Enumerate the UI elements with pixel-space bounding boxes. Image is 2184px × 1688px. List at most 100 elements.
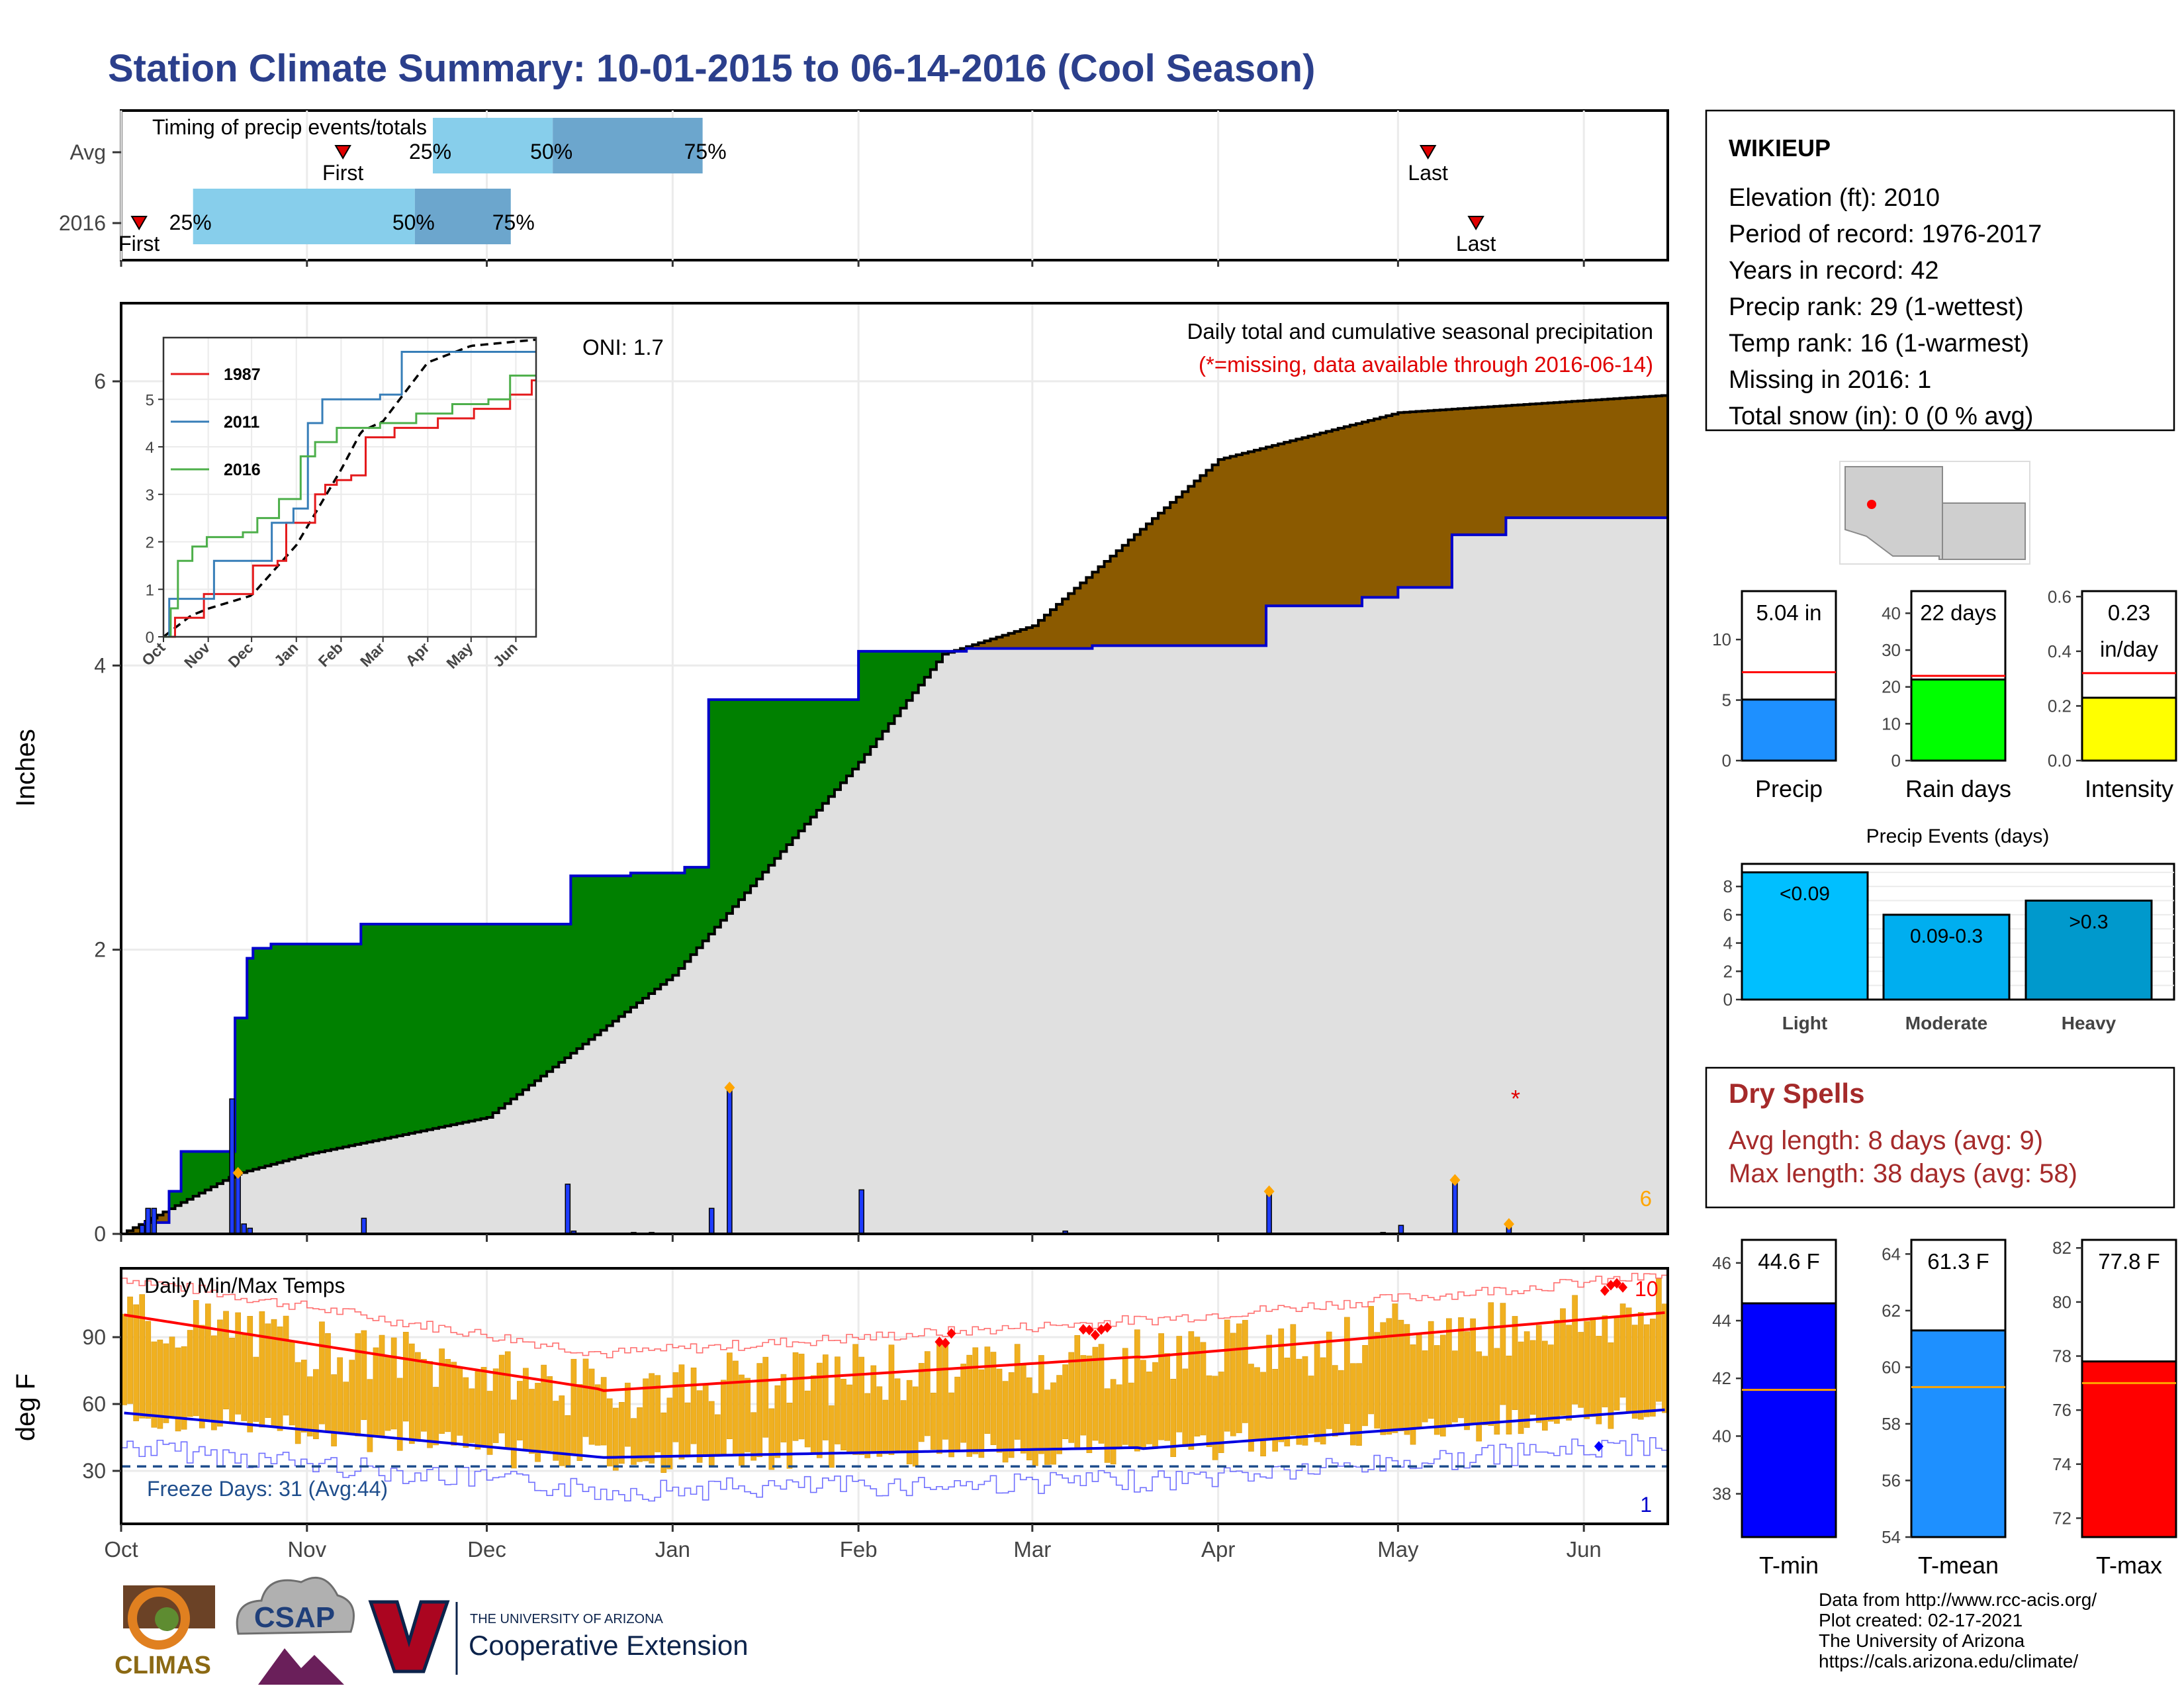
daily-temp-bar — [1476, 1351, 1482, 1442]
temp-stat-2-bar — [2081, 1360, 2177, 1538]
precip-stat-0-y-tick-label: 10 — [1712, 630, 1731, 649]
precip-stat-2-value-label: 0.23 — [2108, 600, 2150, 625]
temp-x-tick-label: Jun — [1567, 1537, 1602, 1562]
daily-temp-bar — [570, 1358, 577, 1454]
station-info-box — [1705, 109, 2175, 432]
daily-temp-bar — [1080, 1355, 1087, 1436]
daily-temp-bar — [553, 1401, 559, 1461]
daily-temp-bar — [337, 1357, 343, 1433]
daily-temp-bar — [271, 1319, 277, 1427]
daily-temp-bar — [708, 1401, 715, 1466]
daily-temp-bar — [181, 1346, 187, 1430]
page-title: Station Climate Summary: 10-01-2015 to 0… — [108, 47, 1316, 90]
daily-temp-bar — [780, 1374, 787, 1442]
daily-temp-bar — [421, 1358, 427, 1432]
daily-temp-bar — [1356, 1363, 1362, 1446]
daily-temp-bar — [972, 1347, 979, 1454]
temp-x-tick-label: Feb — [840, 1537, 878, 1562]
temp-panel-label: Daily Min/Max Temps — [144, 1274, 345, 1297]
daily-temp-bar — [894, 1378, 901, 1451]
temp-stat-2-y-tick-label: 78 — [2052, 1346, 2071, 1366]
daily-temp-bar — [739, 1374, 745, 1466]
temp-stat-1-y-tick-label: 56 — [1882, 1470, 1901, 1490]
precip-events-y-tick-label: 2 — [1723, 961, 1733, 981]
daily-temp-bar — [1433, 1345, 1440, 1435]
daily-temp-bar — [918, 1363, 925, 1442]
ua-logo-small-text: THE UNIVERSITY OF ARIZONA — [470, 1612, 664, 1626]
temp-stat-1-y-tick-label: 62 — [1882, 1301, 1901, 1321]
daily-temp-bar — [762, 1356, 769, 1438]
station-info-line: Missing in 2016: 1 — [1729, 366, 1931, 394]
inset-avg-line — [162, 338, 537, 638]
daily-temp-bar — [1590, 1317, 1596, 1417]
daily-temp-bar — [625, 1382, 631, 1447]
daily-temp-bar — [1482, 1356, 1488, 1425]
timing-first-marker — [334, 145, 351, 160]
daily-temp-bar — [1176, 1336, 1183, 1432]
daily-max-marker — [724, 1082, 735, 1094]
daily-temp-bar — [858, 1356, 865, 1455]
daily-temp-bar — [205, 1303, 211, 1420]
daily-temp-bar — [984, 1346, 991, 1434]
daily-temp-bar — [1074, 1335, 1081, 1449]
daily-temp-bar — [1134, 1329, 1140, 1452]
daily-temp-bar — [1320, 1357, 1326, 1444]
daily-temp-bar — [480, 1367, 487, 1446]
daily-temp-bar — [1398, 1319, 1404, 1431]
daily-temp-bar — [1656, 1278, 1662, 1402]
precip-events-bar-label: 0.09-0.3 — [1910, 925, 1983, 947]
daily-temp-bar — [936, 1342, 942, 1454]
daily-temp-bar — [1158, 1333, 1164, 1440]
daily-temp-bar — [1602, 1315, 1608, 1407]
daily-temp-bar — [139, 1294, 146, 1419]
dry-spells-max: Max length: 38 days (avg: 58) — [1729, 1159, 2077, 1188]
daily-temp-bar — [768, 1408, 775, 1470]
daily-temp-bar — [1439, 1335, 1446, 1436]
timing-box-q50-q75 — [553, 118, 703, 173]
inset-y-tick-label: 2 — [146, 534, 154, 552]
daily-max-marker — [1503, 1218, 1514, 1231]
daily-temp-bar — [1488, 1302, 1494, 1426]
temp-y-axis-label: deg F — [11, 1374, 40, 1441]
daily-temp-bar — [1236, 1323, 1242, 1433]
temp-x-tick-label: Nov — [287, 1537, 326, 1562]
temp-stat-2-value-label: 77.8 F — [2098, 1249, 2160, 1274]
daily-temp-bar — [157, 1339, 163, 1429]
daily-temp-bar — [1128, 1382, 1134, 1448]
daily-temp-bar — [1086, 1355, 1093, 1454]
station-info-line: Precip rank: 29 (1-wettest) — [1729, 293, 2024, 321]
daily-temp-bar — [876, 1386, 883, 1457]
daily-max-marker — [232, 1166, 244, 1179]
daily-temp-bar — [547, 1376, 553, 1451]
precip-stat-2-y-tick-label: 0.0 — [2048, 751, 2071, 771]
footer-source-line: https://cals.arizona.edu/climate/ — [1819, 1651, 2078, 1671]
daily-temp-bar — [906, 1380, 913, 1465]
daily-temp-bar — [1302, 1356, 1308, 1446]
daily-temp-bar — [241, 1334, 248, 1421]
daily-temp-bar — [649, 1373, 655, 1464]
daily-temp-bar — [1218, 1372, 1224, 1453]
temp-stat-1-y-tick-label: 58 — [1882, 1414, 1901, 1434]
precip-stat-1-y-tick-label: 10 — [1882, 714, 1901, 733]
record-high-marker — [1103, 1322, 1113, 1333]
daily-temp-bar — [900, 1400, 907, 1452]
daily-temp-bar — [1560, 1308, 1566, 1416]
daily-temp-bar — [1380, 1322, 1387, 1435]
station-info-line: Elevation (ft): 2010 — [1729, 184, 1940, 212]
precip-events-y-tick-label: 6 — [1723, 905, 1733, 925]
inset-y-tick-label: 5 — [146, 391, 154, 409]
precip-event-count: 6 — [1640, 1186, 1652, 1211]
precip-stat-1-y-tick-label: 20 — [1882, 677, 1901, 697]
temp-y-tick-label: 30 — [82, 1459, 106, 1483]
daily-temp-bar — [678, 1364, 685, 1460]
daily-temp-bar — [1032, 1393, 1038, 1466]
precip-stat-1-bar — [1910, 679, 2007, 762]
timing-first-marker — [130, 216, 148, 230]
daily-temp-bar — [265, 1323, 271, 1418]
daily-precip-bar — [858, 1189, 864, 1235]
daily-temp-bar — [846, 1384, 852, 1452]
temp-x-tick-label: Oct — [104, 1537, 138, 1562]
timing-first-label: First — [118, 232, 159, 256]
daily-temp-bar — [385, 1356, 391, 1431]
temp-stat-1-label: T-mean — [1918, 1552, 1999, 1579]
